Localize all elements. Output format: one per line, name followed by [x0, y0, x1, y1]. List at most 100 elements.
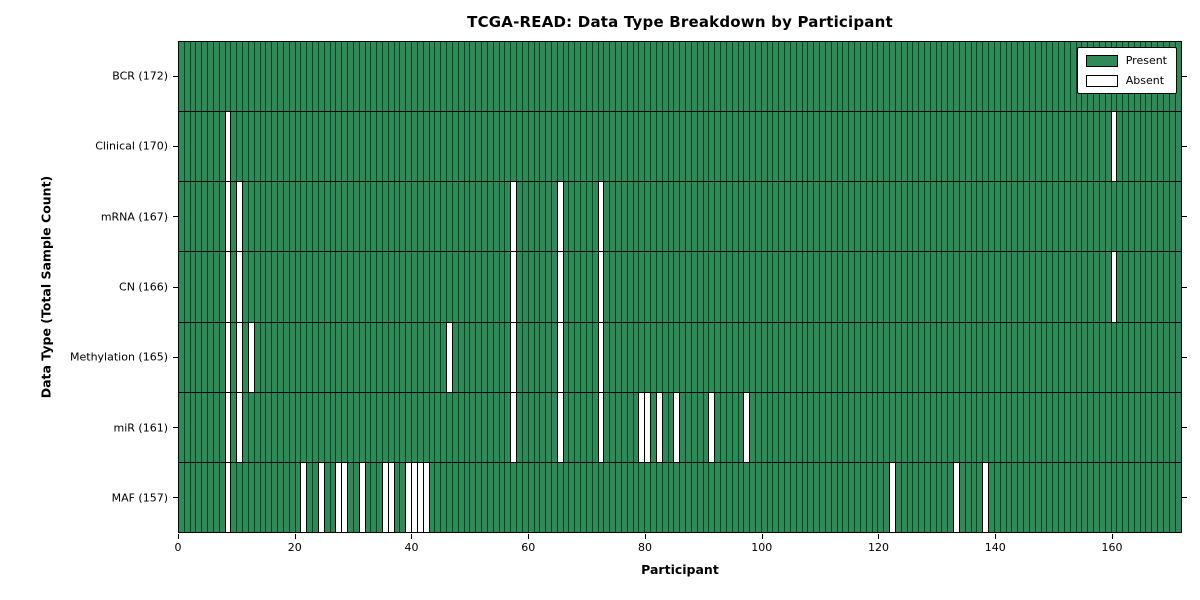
matrix-cell: [253, 182, 260, 252]
matrix-cell: [842, 252, 849, 322]
matrix-cell: [183, 462, 190, 532]
matrix-cell: [854, 182, 860, 252]
matrix-cell: [492, 392, 499, 462]
matrix-cell: [1052, 42, 1059, 112]
matrix-cell: [335, 182, 342, 252]
matrix-cell: [924, 112, 930, 182]
matrix-cell: [376, 182, 382, 252]
matrix-cell: [1046, 322, 1053, 392]
matrix-cell: [842, 112, 849, 182]
matrix-cell: [1034, 252, 1041, 322]
matrix-cell: [527, 182, 534, 252]
matrix-cell: [451, 112, 458, 182]
matrix-cell: [906, 112, 913, 182]
matrix-cell: [894, 112, 901, 182]
matrix-cell: [230, 252, 237, 322]
matrix-cell: [504, 392, 511, 462]
matrix-cell: [673, 462, 680, 532]
matrix-cell: [527, 392, 534, 462]
matrix-cell: [585, 42, 592, 112]
matrix-cell: [848, 462, 855, 532]
matrix-cell: [516, 462, 522, 532]
matrix-cell: [329, 42, 336, 112]
matrix-cell: [714, 42, 721, 112]
matrix-cell: [1145, 252, 1152, 322]
matrix-cell: [358, 322, 365, 392]
matrix-cell: [434, 42, 441, 112]
matrix-cell: [399, 392, 406, 462]
matrix-cell: [539, 252, 546, 322]
matrix-cell: [259, 392, 266, 462]
matrix-cell: [189, 392, 196, 462]
matrix-cell: [958, 112, 965, 182]
matrix-cell: [370, 252, 377, 322]
matrix-cell: [207, 112, 213, 182]
matrix-cell: [242, 392, 248, 462]
matrix-cell: [673, 42, 680, 112]
matrix-cell: [1034, 322, 1041, 392]
matrix-cell: [376, 252, 382, 322]
matrix-cell: [463, 42, 470, 112]
matrix-cell: [475, 112, 482, 182]
matrix-cell: [347, 322, 353, 392]
matrix-cell: [504, 112, 511, 182]
matrix-cell: [411, 182, 417, 252]
matrix-cell: [510, 252, 517, 322]
matrix-cell: [510, 42, 517, 112]
matrix-cell: [207, 322, 213, 392]
matrix-cell: [877, 252, 884, 322]
matrix-cell: [982, 182, 989, 252]
matrix-cell: [597, 112, 604, 182]
matrix-cell: [434, 252, 441, 322]
matrix-cell: [521, 42, 528, 112]
matrix-cell: [183, 182, 190, 252]
matrix-cell: [626, 322, 633, 392]
matrix-cell: [428, 182, 435, 252]
matrix-cell: [854, 462, 860, 532]
matrix-cell: [830, 252, 837, 322]
matrix-cell: [743, 392, 750, 462]
matrix-cell: [481, 112, 487, 182]
matrix-cell: [632, 392, 639, 462]
matrix-cell: [591, 112, 598, 182]
matrix-cell: [836, 392, 843, 462]
matrix-cell: [469, 42, 476, 112]
matrix-cell: [1046, 112, 1053, 182]
matrix-cell: [446, 252, 452, 322]
matrix-cell: [218, 112, 225, 182]
matrix-cell: [341, 322, 348, 392]
matrix-cell: [620, 182, 627, 252]
matrix-cell: [574, 182, 581, 252]
matrix-cell: [1145, 112, 1152, 182]
matrix-cell: [842, 42, 849, 112]
matrix-cell: [638, 322, 645, 392]
matrix-cell: [819, 112, 825, 182]
matrix-cell: [708, 322, 715, 392]
matrix-cell: [813, 42, 820, 112]
y-tick-mark: [1182, 75, 1187, 77]
matrix-cell: [317, 252, 324, 322]
matrix-cell: [988, 42, 994, 112]
matrix-cell: [685, 462, 691, 532]
matrix-cell: [428, 252, 435, 322]
matrix-cell: [766, 112, 773, 182]
matrix-cell: [329, 392, 336, 462]
matrix-cell: [836, 182, 843, 252]
x-tick-label: 60: [521, 541, 536, 554]
matrix-cell: [411, 42, 417, 112]
matrix-cell: [416, 112, 423, 182]
matrix-cell: [807, 252, 814, 322]
matrix-cell: [877, 392, 884, 462]
matrix-cell: [743, 112, 750, 182]
matrix-cell: [650, 392, 656, 462]
matrix-cell: [626, 392, 633, 462]
matrix-cell: [242, 462, 248, 532]
matrix-cell: [964, 252, 971, 322]
matrix-cell: [685, 112, 691, 182]
matrix-cell: [982, 392, 989, 462]
matrix-cell: [673, 182, 680, 252]
matrix-cell: [1081, 322, 1088, 392]
matrix-cell: [399, 322, 406, 392]
matrix-cell: [1139, 392, 1146, 462]
matrix-cell: [1069, 322, 1076, 392]
